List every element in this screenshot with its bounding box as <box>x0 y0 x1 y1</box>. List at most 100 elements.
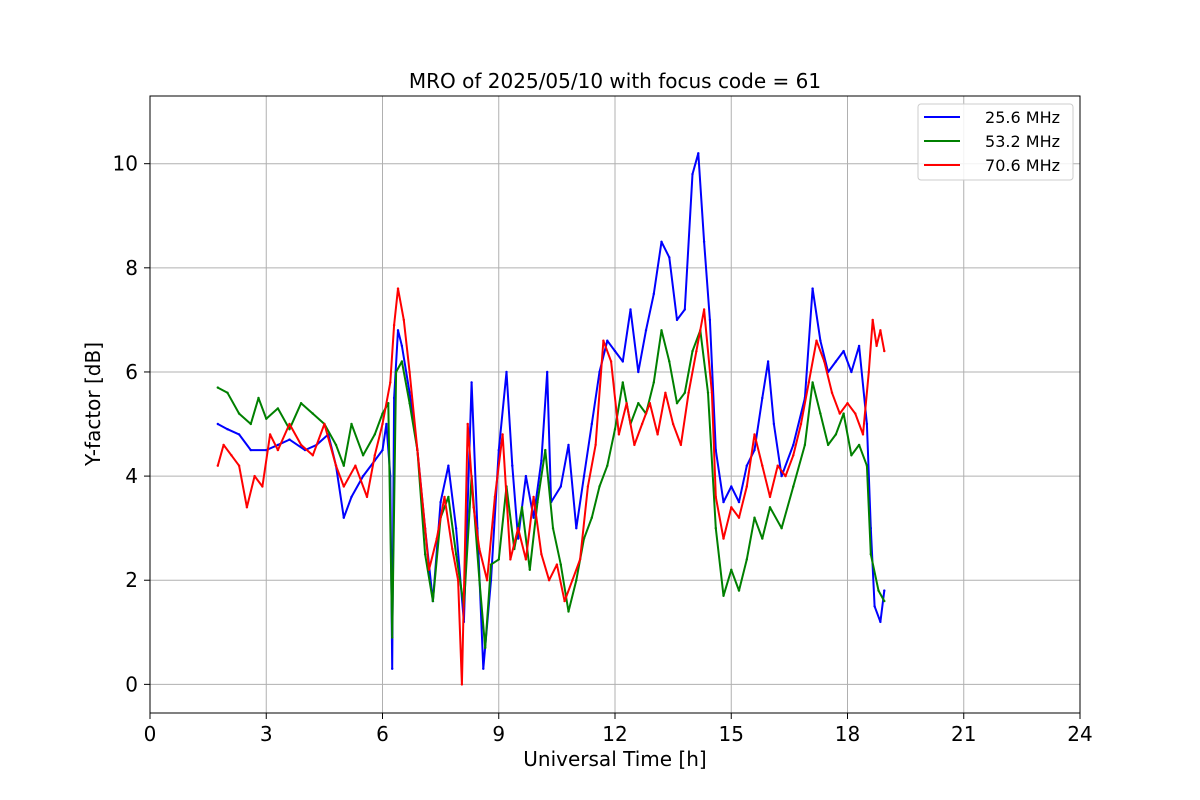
data-point <box>683 391 686 394</box>
data-point <box>609 360 613 363</box>
data-point <box>722 500 725 504</box>
data-point <box>546 370 549 374</box>
chart-title: MRO of 2025/05/10 with focus code = 61 <box>409 69 821 93</box>
data-point <box>509 558 512 561</box>
x-axis: 0 3 6 9 12 15 18 21 24 <box>144 713 1093 746</box>
data-point <box>640 422 644 426</box>
data-point <box>237 433 241 436</box>
data-point <box>873 605 876 608</box>
data-point <box>454 527 458 530</box>
legend-label: 25.6 MHz <box>985 108 1060 127</box>
data-point <box>706 391 710 394</box>
data-point <box>883 599 886 603</box>
data-point <box>602 339 605 342</box>
data-point <box>559 563 562 566</box>
data-point <box>381 422 384 426</box>
data-point <box>766 360 770 363</box>
data-point <box>815 339 818 342</box>
data-point <box>505 370 508 374</box>
data-point <box>582 537 586 540</box>
data-point <box>772 422 776 426</box>
data-point <box>799 422 803 426</box>
data-point <box>869 553 872 556</box>
x-axis-title: Universal Time [h] <box>523 747 706 771</box>
data-point <box>361 454 365 457</box>
y-tick-label: 6 <box>125 360 138 384</box>
data-point <box>230 454 233 457</box>
data-point <box>776 464 779 467</box>
data-point <box>435 537 438 540</box>
data-point <box>857 443 861 447</box>
data-point <box>396 329 400 332</box>
data-point <box>408 391 411 394</box>
data-point <box>423 527 427 530</box>
data-point <box>350 422 353 426</box>
data-point <box>524 558 528 561</box>
series-0 <box>216 152 886 670</box>
data-point <box>551 527 555 530</box>
data-point <box>710 391 714 394</box>
y-tick-label: 4 <box>125 464 138 488</box>
data-point <box>396 287 400 290</box>
data-point <box>226 428 229 431</box>
data-point <box>792 443 795 447</box>
data-point <box>392 323 396 327</box>
data-point <box>590 422 593 426</box>
data-point <box>697 152 700 155</box>
data-point <box>427 568 431 571</box>
data-point <box>497 448 500 452</box>
data-point <box>621 360 624 363</box>
data-point <box>675 402 679 405</box>
data-point <box>342 485 345 488</box>
data-point <box>737 516 741 519</box>
data-point <box>617 433 621 436</box>
data-point <box>540 459 543 462</box>
data-point <box>753 448 756 452</box>
x-tick-label: 18 <box>835 722 860 746</box>
data-point <box>606 339 609 342</box>
data-point <box>237 412 241 415</box>
data-point <box>865 422 869 426</box>
data-point <box>879 620 882 624</box>
data-point <box>761 537 764 540</box>
data-point <box>532 516 535 519</box>
data-point <box>466 422 469 426</box>
data-point <box>861 433 865 436</box>
data-point <box>660 240 663 243</box>
data-point <box>299 402 303 405</box>
data-point <box>482 667 485 670</box>
data-point <box>385 422 388 426</box>
data-point <box>826 443 830 447</box>
data-point <box>544 448 547 452</box>
x-tick-label: 15 <box>719 722 744 746</box>
data-point <box>389 381 392 384</box>
data-point <box>854 412 857 415</box>
data-point <box>745 485 748 488</box>
data-point <box>613 428 617 431</box>
data-point <box>877 589 880 592</box>
data-point <box>768 495 772 499</box>
data-point <box>299 443 303 447</box>
data-point <box>695 349 698 353</box>
data-point <box>575 579 578 582</box>
data-point <box>702 240 706 243</box>
data-point <box>737 500 741 504</box>
legend-label: 53.2 MHz <box>985 132 1060 151</box>
data-point <box>846 402 849 405</box>
data-point <box>761 396 764 400</box>
data-point <box>708 318 712 322</box>
data-point <box>811 287 814 290</box>
data-point <box>823 360 826 363</box>
data-point <box>792 454 795 457</box>
data-point <box>547 579 551 582</box>
data-point <box>400 344 404 348</box>
data-point <box>354 464 357 467</box>
data-point <box>803 443 807 447</box>
data-point <box>381 412 384 415</box>
x-tick-label: 9 <box>492 722 505 746</box>
data-point <box>637 402 640 405</box>
data-point <box>660 329 663 332</box>
data-point <box>683 308 686 311</box>
data-point <box>652 381 655 384</box>
